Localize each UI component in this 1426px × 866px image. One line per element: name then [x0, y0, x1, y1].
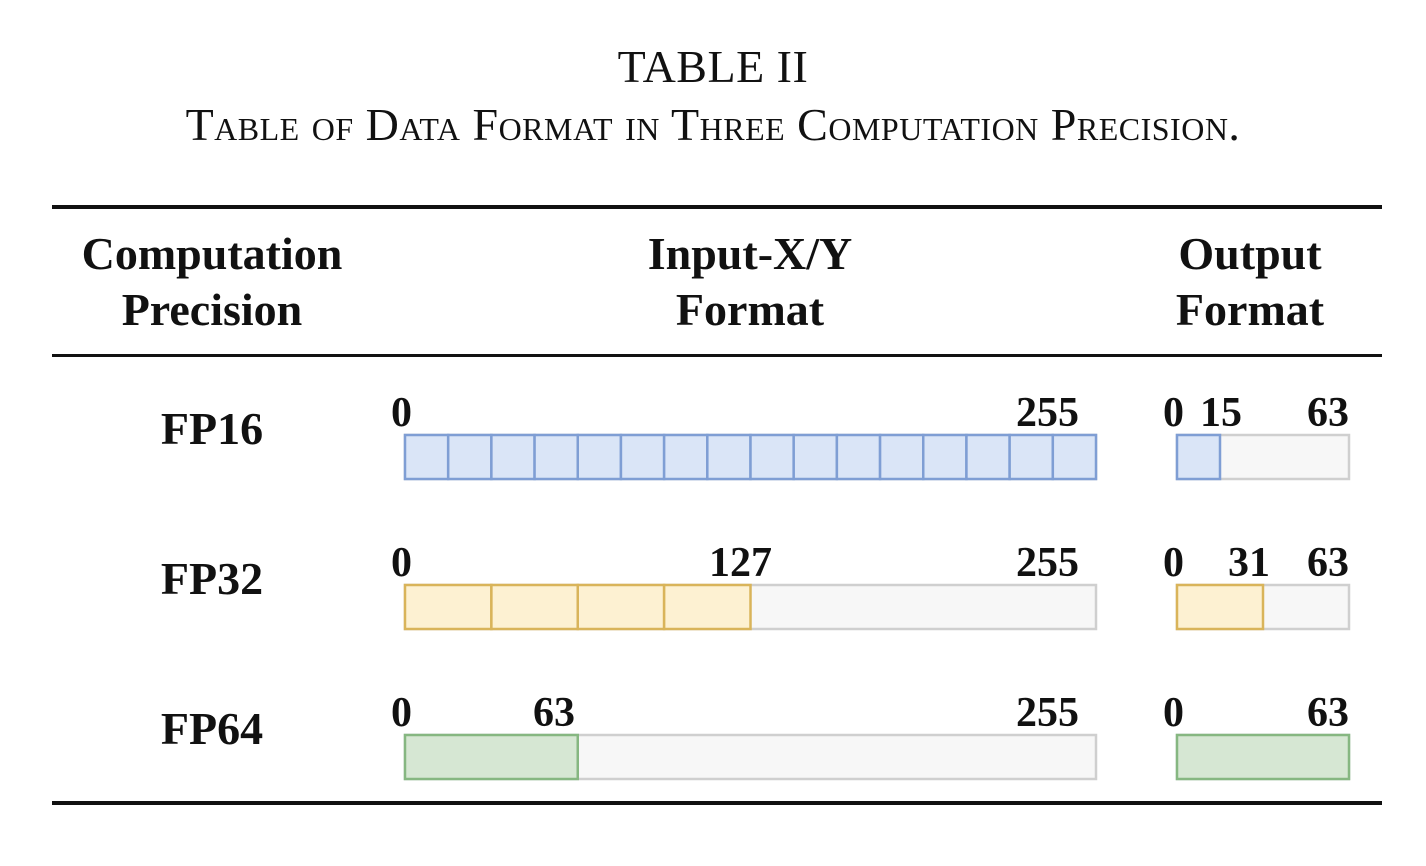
- fp32-output-start-label: 0: [1163, 540, 1184, 586]
- fp32-input-used-cell: [662, 583, 752, 631]
- fp32-output-end-label: 63: [1307, 540, 1349, 586]
- header-line: Input-X/Y: [647, 228, 853, 279]
- fp64-input-end-label: 255: [1016, 690, 1079, 736]
- fp16-input-used-cell: [619, 433, 666, 481]
- fp16-input-used-cell: [749, 433, 795, 481]
- table-header-rule: [52, 354, 1382, 357]
- header-line: Precision: [121, 284, 303, 335]
- header-input-format: Input-X/Y Format: [420, 226, 1080, 338]
- header-line: Output: [1178, 228, 1322, 279]
- fp32-input-end-label: 255: [1016, 540, 1079, 586]
- header-line: Computation: [81, 228, 343, 279]
- fp16-output-mid-label: 15: [1200, 390, 1242, 436]
- header-computation-precision: Computation Precision: [52, 226, 372, 338]
- table-top-rule: [52, 205, 1382, 209]
- fp16-input-used-cell: [662, 433, 709, 481]
- header-output-format: Output Format: [1150, 226, 1350, 338]
- header-line: Format: [675, 284, 825, 335]
- fp16-input-used-cell: [965, 433, 1011, 481]
- fp16-input-used-cell: [706, 433, 752, 481]
- fp16-input-used-cell: [835, 433, 882, 481]
- fp16-input-used-cell: [792, 433, 839, 481]
- fp16-output-used-cell: [1175, 433, 1222, 481]
- fp16-output-end-label: 63: [1307, 390, 1349, 436]
- fp16-input-used-cell: [576, 433, 623, 481]
- table-caption: Table of Data Format in Three Computatio…: [185, 99, 1241, 150]
- fp32-output-used-cell: [1175, 583, 1265, 631]
- fp16-input-start-label: 0: [391, 390, 412, 436]
- fp64-output-end-label: 63: [1307, 690, 1349, 736]
- row-label-fp32: FP32: [160, 553, 264, 604]
- fp32-output-mid-label: 31: [1228, 540, 1270, 586]
- fp32-input-used-cell: [576, 583, 666, 631]
- fp16-input-used-cell: [922, 433, 968, 481]
- fp64-input-start-label: 0: [391, 690, 412, 736]
- fp16-input-used-cell: [490, 433, 536, 481]
- fp32-input-mid-label: 127: [709, 540, 772, 586]
- fp16-output-start-label: 0: [1163, 390, 1184, 436]
- fp32-input-start-label: 0: [391, 540, 412, 586]
- fp64-input-mid-label: 63: [533, 690, 575, 736]
- fp16-input-used-cell: [446, 433, 493, 481]
- fp64-output-used-cell: [1175, 733, 1351, 781]
- fp16-input-used-cell: [1051, 433, 1098, 481]
- fp64-output-start-label: 0: [1163, 690, 1184, 736]
- fp64-input-used-cell: [403, 733, 579, 781]
- fp16-input-used-cell: [1008, 433, 1055, 481]
- fp16-input-used-cell: [878, 433, 925, 481]
- fp32-input-used-cell: [403, 583, 493, 631]
- fp16-input-used-cell: [403, 433, 450, 481]
- header-line: Format: [1175, 284, 1325, 335]
- fp16-input-end-label: 255: [1016, 390, 1079, 436]
- fp16-input-used-cell: [533, 433, 579, 481]
- fp32-input-used-cell: [490, 583, 579, 631]
- row-label-fp16: FP16: [160, 403, 264, 454]
- table-bottom-rule: [52, 801, 1382, 805]
- row-label-fp64: FP64: [160, 703, 264, 754]
- table-number: TABLE II: [617, 41, 809, 92]
